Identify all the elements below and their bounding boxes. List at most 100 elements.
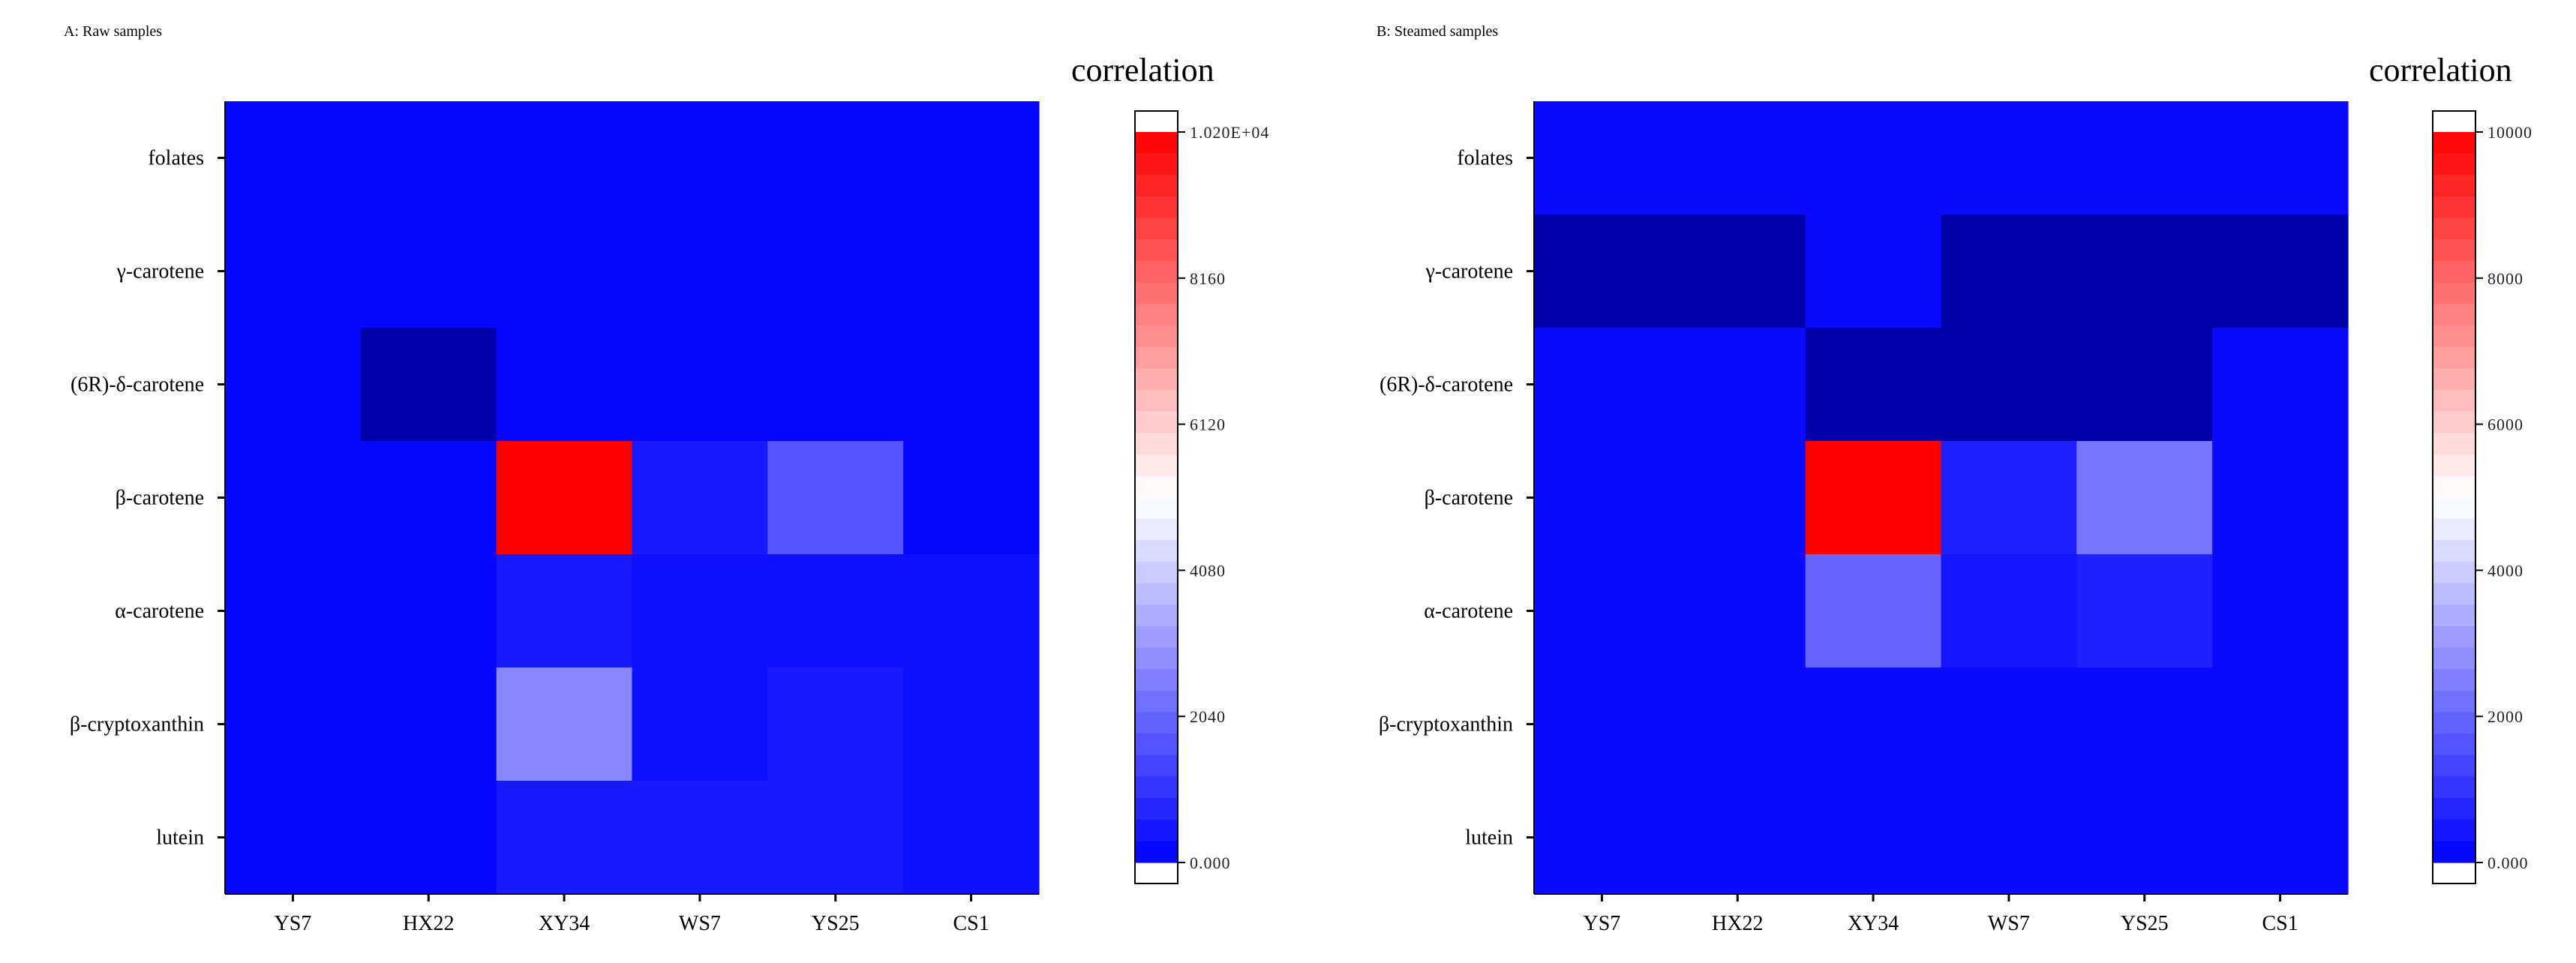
colorbar-segment xyxy=(1136,282,1177,304)
colorbar-tick-label: 8160 xyxy=(1190,269,1226,288)
colorbar-segment xyxy=(2433,734,2475,756)
col-label: YS25 xyxy=(812,912,860,935)
panel-a-colorbar: 0.000 2040 4080 6120 8160 1.020E+04 xyxy=(1134,110,1269,884)
panel-b: B: Steamed samples correlation folates γ-… xyxy=(1377,23,2532,935)
heatmap-cell xyxy=(2212,214,2349,328)
heatmap-cell xyxy=(1805,668,1942,782)
colorbar-segment xyxy=(2433,282,2475,304)
row-label: folates xyxy=(1457,147,1513,170)
heatmap-cell xyxy=(1805,328,1942,442)
colorbar-segment xyxy=(2433,239,2475,262)
row-label: γ-carotene xyxy=(1425,260,1513,284)
heatmap-cell xyxy=(632,781,768,895)
colorbar-segment xyxy=(1136,819,1177,842)
row-label: lutein xyxy=(1465,826,1513,850)
heatmap-cell xyxy=(1534,554,1671,668)
colorbar-segment xyxy=(2433,561,2475,584)
panel-a-label: A: Raw samples xyxy=(64,23,162,40)
heatmap-cell xyxy=(1941,101,2077,215)
col-label: XY34 xyxy=(1848,912,1899,935)
heatmap-cell xyxy=(225,101,362,215)
heatmap-cell xyxy=(225,781,362,895)
heatmap-cell xyxy=(1534,214,1671,328)
colorbar-segment xyxy=(2433,411,2475,434)
panel-b-label: B: Steamed samples xyxy=(1377,23,1498,40)
colorbar-segment xyxy=(2433,132,2475,154)
colorbar-segment xyxy=(1136,239,1177,262)
heatmap-cell xyxy=(767,781,904,895)
colorbar-segment xyxy=(1136,626,1177,649)
panel-b-colorbar: 0.000 2000 4000 6000 8000 10000 xyxy=(2432,110,2532,884)
heatmap-cell xyxy=(2076,214,2213,328)
row-label: α-carotene xyxy=(115,600,204,623)
heatmap-cell xyxy=(632,328,768,442)
heatmap-cell xyxy=(1941,214,2077,328)
heatmap-cell xyxy=(1669,328,1806,442)
row-label: (6R)-δ-carotene xyxy=(1380,374,1513,397)
col-label: YS7 xyxy=(1584,912,1621,935)
row-label: β-carotene xyxy=(1425,487,1513,510)
colorbar-tick-label: 0.000 xyxy=(2487,854,2529,872)
heatmap-cell xyxy=(903,214,1040,328)
colorbar-segment xyxy=(2433,819,2475,842)
colorbar-segment xyxy=(1136,604,1177,627)
colorbar-segment xyxy=(2433,346,2475,369)
colorbar-segment xyxy=(1136,776,1177,799)
heatmap-cell xyxy=(1805,101,1942,215)
colorbar-segment xyxy=(2433,389,2475,412)
colorbar-segment xyxy=(1136,175,1177,197)
colorbar-segment xyxy=(1136,433,1177,455)
colorbar-segment xyxy=(1136,540,1177,562)
row-label: β-carotene xyxy=(116,487,204,510)
colorbar-segment xyxy=(1136,389,1177,412)
colorbar-segment xyxy=(1136,518,1177,541)
heatmap-cell xyxy=(767,441,904,555)
colorbar-segment xyxy=(1136,346,1177,369)
row-label: α-carotene xyxy=(1424,600,1513,623)
colorbar-segment xyxy=(2433,798,2475,820)
colorbar-segment xyxy=(1136,561,1177,584)
heatmap-cell xyxy=(225,328,362,442)
colorbar-segment xyxy=(1136,798,1177,820)
panel-a-row-labels: folates γ-carotene (6R)-δ-carotene β-carote… xyxy=(70,147,225,850)
heatmap-cell xyxy=(903,328,1040,442)
colorbar-segment xyxy=(2433,304,2475,326)
heatmap-cell xyxy=(903,781,1040,895)
heatmap-cell xyxy=(2076,668,2213,782)
heatmap-cell xyxy=(632,441,768,555)
heatmap-cell xyxy=(632,554,768,668)
colorbar-segment xyxy=(2433,368,2475,391)
colorbar-segment xyxy=(1136,497,1177,520)
heatmap-cell xyxy=(225,554,362,668)
colorbar-segment xyxy=(2433,153,2475,176)
colorbar-segment xyxy=(1136,153,1177,176)
colorbar-tick-label: 1.020E+04 xyxy=(1190,123,1269,142)
heatmap-cell xyxy=(1534,101,1671,215)
heatmap-cell xyxy=(1805,441,1942,555)
heatmap-cell xyxy=(767,101,904,215)
col-label: WS7 xyxy=(679,912,721,935)
heatmap-cell xyxy=(2076,328,2213,442)
colorbar-segment xyxy=(1136,132,1177,154)
colorbar-segment xyxy=(2433,841,2475,863)
row-label: β-cryptoxanthin xyxy=(1379,713,1513,736)
heatmap-cell xyxy=(225,441,362,555)
colorbar-segment xyxy=(2433,669,2475,692)
colorbar-tick-label: 6000 xyxy=(2487,416,2523,434)
colorbar-segment xyxy=(2433,325,2475,348)
heatmap-cell xyxy=(903,668,1040,782)
colorbar-segment xyxy=(2433,647,2475,670)
heatmap-cell xyxy=(2076,101,2213,215)
colorbar-segment xyxy=(1136,260,1177,284)
colorbar-tick-label: 2000 xyxy=(2487,707,2523,726)
colorbar-segment xyxy=(2433,518,2475,541)
colorbar-segment xyxy=(1136,734,1177,756)
col-label: YS25 xyxy=(2121,912,2169,935)
colorbar-segment xyxy=(1136,712,1177,734)
colorbar-tick-label: 2040 xyxy=(1190,707,1226,726)
colorbar-segment xyxy=(1136,196,1177,219)
heatmap-cell xyxy=(2076,441,2213,555)
col-label: WS7 xyxy=(1988,912,2030,935)
row-label: folates xyxy=(148,147,204,170)
colorbar-segment xyxy=(1136,411,1177,434)
